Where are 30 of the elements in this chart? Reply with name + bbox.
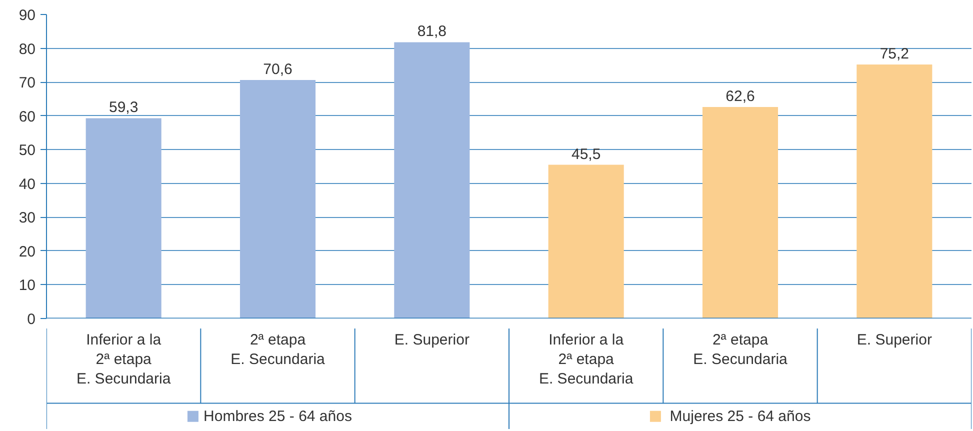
bar	[86, 118, 162, 318]
y-tick-label: 0	[27, 311, 36, 328]
y-tick-label: 10	[18, 277, 36, 294]
y-tick-label: 90	[18, 7, 36, 24]
x-tick-label: E. Superior	[394, 332, 470, 349]
data-label: 75,2	[880, 45, 910, 62]
bar	[702, 107, 778, 318]
x-tick-label: 2ª etapa E. Secundaria	[693, 332, 788, 368]
y-tick-label: 30	[18, 210, 36, 227]
bar	[548, 164, 624, 318]
y-tick-label: 80	[18, 40, 36, 58]
data-label: 70,6	[263, 61, 292, 78]
bar	[394, 42, 470, 318]
y-tick-label: 50	[18, 142, 36, 160]
data-label: 81,8	[417, 23, 447, 40]
y-tick-label: 40	[18, 176, 36, 193]
data-label: 59,3	[108, 99, 138, 116]
x-tick-label: E. Superior	[856, 332, 932, 349]
bar	[856, 64, 932, 318]
data-label: 45,5	[571, 146, 601, 163]
data-label: 62,6	[726, 88, 755, 106]
x-tick-label: 2ª etapa E. Secundaria	[230, 332, 326, 368]
y-tick-label: 60	[18, 108, 36, 126]
legend-label: Mujeres 25 - 64 años	[670, 408, 811, 425]
legend-label: Hombres 25 - 64 años	[204, 408, 352, 425]
x-tick-label: Inferior a la 2ª etapa E. Secundaria	[538, 332, 634, 388]
bar	[240, 80, 316, 318]
y-tick-label: 70	[18, 74, 36, 92]
x-tick-label: Inferior a la 2ª etapa E. Secundaria	[76, 332, 172, 388]
y-tick-label: 20	[18, 243, 36, 260]
